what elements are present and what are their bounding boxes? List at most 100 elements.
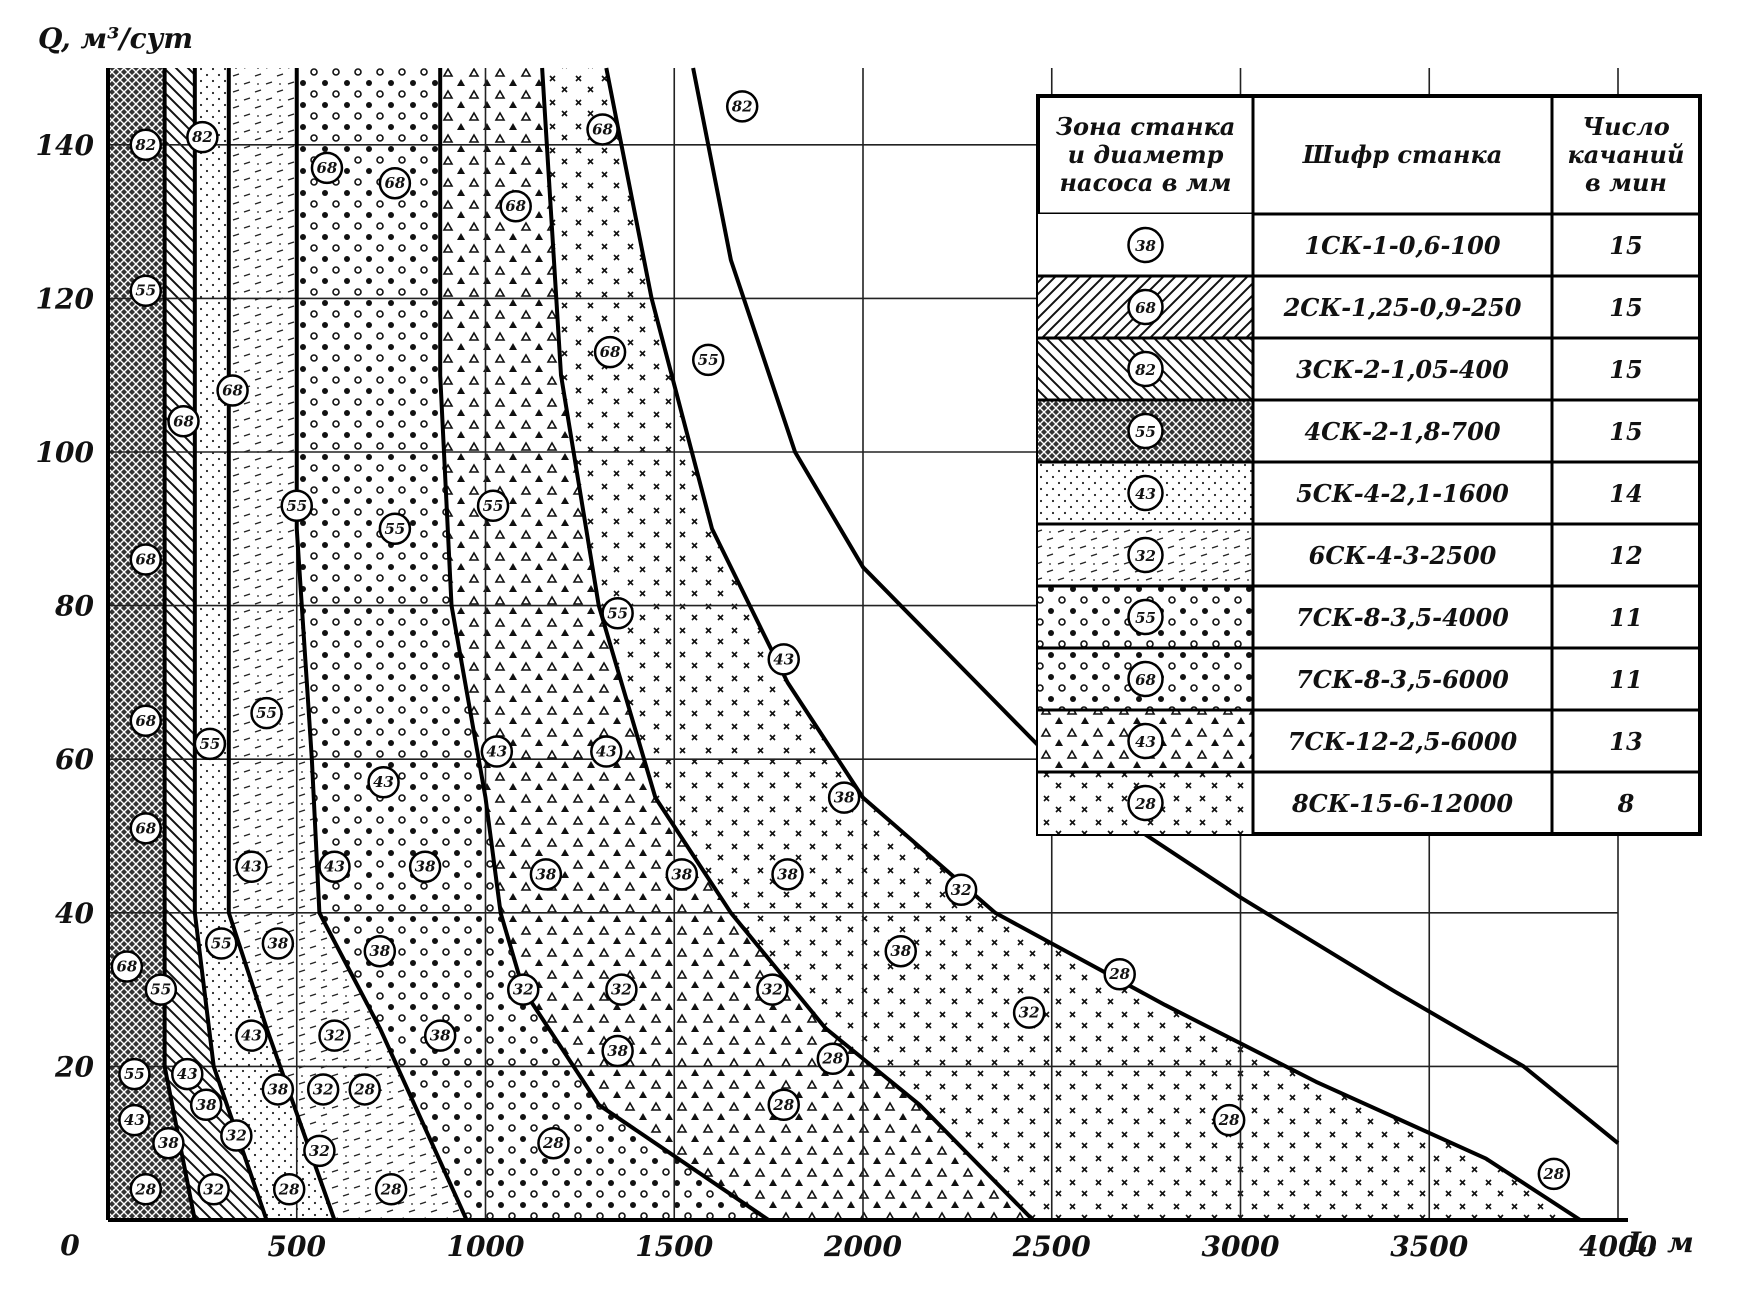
zone-label-61: 32: [303, 1134, 336, 1168]
zone-label-45: 43: [235, 1019, 268, 1052]
legend-zone-4: 55: [1135, 423, 1156, 441]
legend-code-6: 6СК-4-3-2500: [1309, 541, 1497, 570]
svg-text:28: 28: [278, 1180, 300, 1198]
svg-text:38: 38: [834, 789, 855, 807]
svg-text:55: 55: [483, 497, 504, 515]
svg-text:28: 28: [1542, 1165, 1564, 1183]
y-tick-label-6: 120: [36, 282, 95, 315]
legend-strokes-5: 14: [1609, 479, 1642, 508]
legend-code-3: 3СК-2-1,05-400: [1296, 355, 1509, 384]
x-tick-label-7: 3500: [1390, 1230, 1468, 1263]
svg-text:68: 68: [505, 197, 526, 215]
x-tick-label-2: 1000: [447, 1230, 525, 1263]
zone-label-20: 68: [129, 704, 162, 738]
x-tick-label-5: 2500: [1012, 1230, 1091, 1263]
svg-text:55: 55: [199, 735, 220, 753]
zone-label-65: 28: [272, 1173, 306, 1206]
svg-text:55: 55: [607, 604, 628, 622]
zone-label-25: 38: [827, 781, 861, 814]
y-axis-label: Q, м³/сут: [38, 22, 193, 55]
legend-strokes-3: 15: [1609, 355, 1642, 384]
zone-label-10: 55: [691, 343, 725, 377]
zone-label-60: 32: [220, 1119, 253, 1152]
zone-label-27: 43: [235, 850, 268, 883]
legend-header-1: Зона станка и диаметр насоса в мм: [1056, 112, 1236, 197]
svg-text:55: 55: [124, 1065, 145, 1083]
legend-strokes-1: 15: [1609, 231, 1642, 260]
zone-label-59: 38: [152, 1126, 185, 1160]
svg-text:38: 38: [196, 1096, 217, 1114]
svg-text:28: 28: [772, 1096, 794, 1114]
svg-text:43: 43: [373, 773, 394, 791]
svg-text:43: 43: [773, 650, 794, 668]
svg-text:68: 68: [600, 343, 621, 361]
zone-label-64: 32: [197, 1173, 230, 1206]
svg-text:38: 38: [158, 1134, 179, 1152]
zone-label-8: 55: [129, 274, 162, 307]
svg-text:55: 55: [384, 520, 405, 538]
zone-label-51: 43: [171, 1057, 204, 1091]
x-tick-label-8: 4000: [1579, 1230, 1657, 1263]
legend-strokes-8: 11: [1609, 665, 1642, 694]
zone-labels: 82 68 68 68 68 82 82 55 68 55 68 68 55 55 55 68 55 43 55 68…: [110, 90, 1571, 1206]
zone-label-36: 55: [205, 927, 238, 960]
zone-region-1: [108, 68, 195, 1220]
x-tick-label-1: 500: [268, 1230, 327, 1263]
svg-text:28: 28: [353, 1080, 375, 1098]
legend-row-8: 68 7СК-8-3,5-6000 11: [1038, 648, 1643, 710]
svg-text:68: 68: [222, 382, 243, 400]
svg-text:43: 43: [486, 743, 507, 761]
svg-text:32: 32: [313, 1080, 334, 1098]
svg-text:28: 28: [542, 1134, 564, 1152]
legend-zone-3: 82: [1135, 361, 1156, 379]
legend-row-7: 55 7СК-8-3,5-4000 11: [1038, 586, 1643, 648]
svg-text:38: 38: [430, 1027, 451, 1045]
svg-text:55: 55: [211, 935, 232, 953]
svg-text:68: 68: [135, 712, 156, 730]
svg-text:38: 38: [890, 942, 911, 960]
zone-label-35: 55: [144, 973, 178, 1006]
svg-text:32: 32: [203, 1180, 224, 1198]
zone-label-67: 28: [1537, 1157, 1571, 1191]
legend-zone-9: 43: [1135, 733, 1156, 751]
x-tick-label-3: 1500: [635, 1230, 713, 1263]
y-tick-label-1: 20: [54, 1050, 94, 1083]
svg-text:38: 38: [267, 935, 288, 953]
zone-label-39: 38: [884, 934, 917, 968]
svg-text:55: 55: [286, 497, 307, 515]
legend-code-10: 8СК-15-6-12000: [1291, 789, 1513, 818]
svg-text:38: 38: [607, 1042, 628, 1060]
y-tick-label-2: 40: [55, 897, 94, 930]
svg-text:43: 43: [177, 1065, 198, 1083]
zone-boundary-1: [162, 68, 197, 1221]
zone-label-22: 43: [480, 735, 514, 768]
svg-text:28: 28: [821, 1050, 843, 1068]
legend-zone-6: 32: [1135, 547, 1156, 565]
svg-text:68: 68: [135, 551, 156, 569]
zone-label-63: 28: [129, 1173, 162, 1206]
svg-text:68: 68: [317, 159, 338, 177]
legend-table: Зона станка и диаметр насоса в мм Шифр стан…: [1036, 94, 1702, 836]
svg-text:32: 32: [611, 981, 632, 999]
svg-text:28: 28: [1108, 965, 1130, 983]
origin-label: 0: [60, 1229, 80, 1262]
zone-label-38: 38: [363, 934, 397, 968]
zone-label-31: 38: [665, 858, 699, 891]
zone-label-43: 28: [1103, 957, 1136, 991]
legend-strokes-2: 15: [1609, 293, 1642, 322]
zone-label-30: 38: [529, 858, 563, 891]
zone-label-56: 38: [189, 1088, 223, 1122]
legend-row-9: 43 7СК-12-2,5-6000 13: [1038, 710, 1643, 772]
zone-boundary-3: [226, 68, 337, 1221]
zone-label-19: 55: [250, 696, 283, 730]
zone-boundary-8: [691, 67, 1620, 1145]
svg-text:68: 68: [116, 958, 137, 976]
svg-text:43: 43: [596, 743, 617, 761]
zone-label-53: 32: [306, 1073, 340, 1106]
svg-text:38: 38: [415, 858, 436, 876]
zone-label-29: 38: [408, 850, 442, 883]
svg-text:43: 43: [241, 1027, 262, 1045]
svg-text:43: 43: [324, 858, 345, 876]
zone-label-23: 43: [590, 735, 623, 768]
legend-row-5: 43 5СК-4-2,1-1600 14: [1038, 462, 1643, 524]
